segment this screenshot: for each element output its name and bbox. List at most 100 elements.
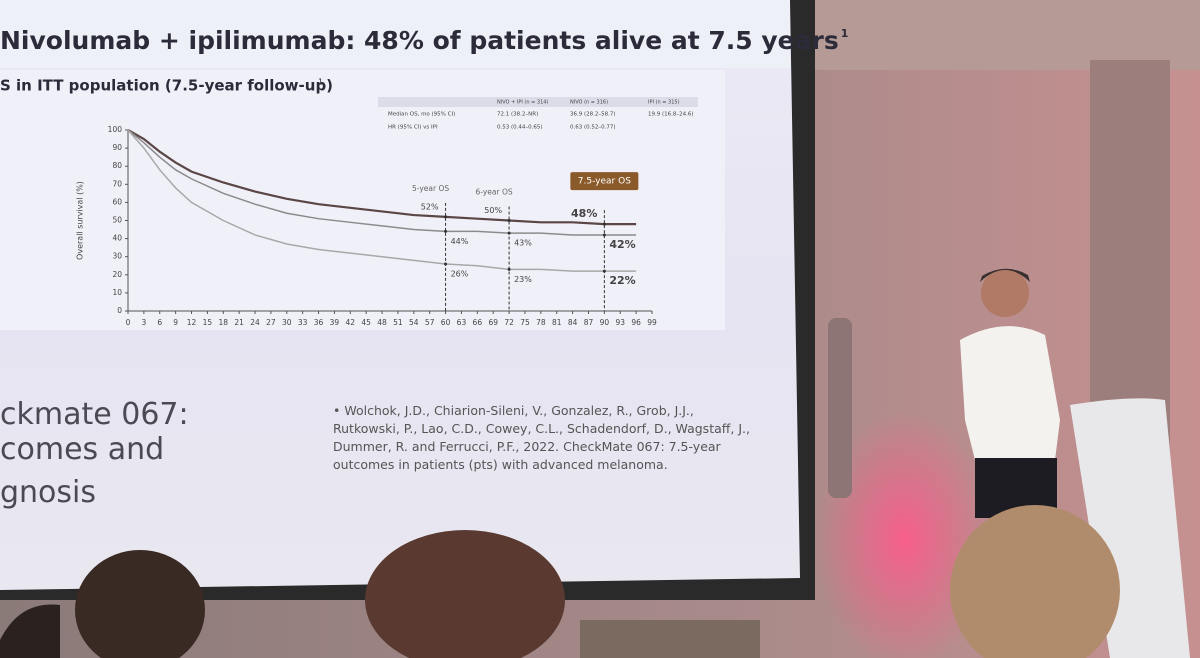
x-tick-label: 3 bbox=[141, 318, 146, 327]
landmark-value: 26% bbox=[451, 269, 469, 278]
table-cell: 0.63 (0.52–0.77) bbox=[570, 125, 616, 131]
slide-title: Nivolumab + ipilimumab: 48% of patients … bbox=[0, 26, 839, 55]
title-sup: 1 bbox=[841, 27, 849, 40]
y-axis-label: Overall survival (%) bbox=[76, 181, 85, 260]
x-tick-label: 63 bbox=[457, 318, 467, 327]
x-tick-label: 12 bbox=[187, 318, 197, 327]
landmark-box bbox=[570, 172, 639, 191]
y-tick-label: 70 bbox=[112, 179, 122, 188]
landmark-value: 44% bbox=[451, 237, 469, 246]
audience-head bbox=[580, 620, 760, 658]
table-cell: 19.9 (16.8–24.6) bbox=[648, 112, 694, 118]
y-tick-label: 90 bbox=[112, 143, 122, 152]
landmark-label: 6-year OS bbox=[476, 188, 513, 197]
landmark-value: 52% bbox=[421, 202, 439, 211]
table-header: IPI (n = 315) bbox=[648, 100, 680, 106]
landmark-value: 50% bbox=[484, 206, 502, 215]
x-tick-label: 30 bbox=[282, 318, 292, 327]
subtitle-sup: 1 bbox=[318, 78, 323, 87]
landmark-label: 5-year OS bbox=[412, 184, 449, 193]
table-cell: 0.53 (0.44–0.65) bbox=[497, 125, 543, 131]
summary-table: NIVO + IPI (n = 314) NIVO (n = 316) IPI (n… bbox=[378, 97, 698, 131]
x-tick-label: 96 bbox=[631, 318, 641, 327]
pink-light bbox=[815, 410, 995, 658]
audience-head bbox=[365, 530, 565, 658]
x-tick-label: 60 bbox=[441, 318, 451, 327]
lamp bbox=[828, 318, 852, 498]
x-tick-label: 78 bbox=[536, 318, 546, 327]
landmark-value: 43% bbox=[514, 239, 532, 248]
table-cell: 36.9 (28.2–58.7) bbox=[570, 112, 616, 118]
x-tick-label: 33 bbox=[298, 318, 308, 327]
audience-head bbox=[950, 505, 1120, 658]
landmark-point bbox=[507, 219, 511, 222]
table-cell: HR (95% CI) vs IPI bbox=[388, 125, 438, 131]
landmark-point bbox=[444, 215, 448, 219]
landmark-label: 7.5-year OS bbox=[578, 177, 631, 187]
x-tick-label: 45 bbox=[361, 318, 371, 327]
y-tick-label: 60 bbox=[112, 197, 122, 206]
table-cell: Median OS, mo (95% CI) bbox=[388, 112, 455, 118]
landmark-point bbox=[602, 222, 606, 226]
x-tick-label: 36 bbox=[314, 318, 324, 327]
subtitle: S in ITT population (7.5-year follow-up) bbox=[0, 77, 333, 95]
x-tick-label: 54 bbox=[409, 318, 419, 327]
ceiling bbox=[770, 0, 1200, 70]
citation-text: Wolchok, J.D., Chiarion-Sileni, V., Gonz… bbox=[333, 403, 750, 472]
left-text: comes and bbox=[0, 432, 165, 467]
table-header-bg bbox=[378, 97, 698, 107]
y-tick-label: 100 bbox=[108, 125, 123, 134]
landmark-value: 23% bbox=[514, 275, 532, 284]
landmark-value: 42% bbox=[609, 238, 635, 251]
landmark-point bbox=[602, 269, 606, 273]
survival-curve bbox=[127, 129, 637, 236]
y-tick-label: 20 bbox=[112, 270, 122, 279]
x-tick-label: 90 bbox=[600, 318, 610, 327]
x-tick-label: 48 bbox=[377, 318, 387, 327]
audience-head bbox=[0, 604, 60, 658]
x-tick-label: 93 bbox=[615, 318, 625, 327]
x-tick-label: 69 bbox=[488, 318, 498, 327]
title-bar bbox=[0, 0, 790, 68]
survival-curve bbox=[127, 129, 637, 272]
x-tick-label: 72 bbox=[504, 318, 514, 327]
landmark-point bbox=[507, 267, 511, 271]
landmark-value: 22% bbox=[609, 274, 635, 287]
y-tick-label: 0 bbox=[117, 306, 122, 315]
y-tick-label: 40 bbox=[112, 234, 122, 243]
y-tick-label: 50 bbox=[112, 216, 122, 225]
x-tick-label: 6 bbox=[157, 318, 162, 327]
landmark-point bbox=[444, 229, 448, 233]
speaker-shirt bbox=[960, 326, 1060, 460]
landmark-point bbox=[507, 231, 511, 235]
x-tick-label: 27 bbox=[266, 318, 276, 327]
x-tick-label: 42 bbox=[346, 318, 356, 327]
y-tick-label: 10 bbox=[112, 288, 122, 297]
table-cell: 72.1 (38.2–NR) bbox=[497, 112, 538, 118]
x-tick-label: 84 bbox=[568, 318, 578, 327]
landmark-value: 48% bbox=[571, 207, 597, 220]
speaker-head bbox=[981, 269, 1029, 317]
y-tick-label: 30 bbox=[112, 252, 122, 261]
y-tick-label: 80 bbox=[112, 161, 122, 170]
x-tick-label: 18 bbox=[218, 318, 228, 327]
x-tick-label: 51 bbox=[393, 318, 403, 327]
x-tick-label: 99 bbox=[647, 318, 657, 327]
x-tick-label: 75 bbox=[520, 318, 530, 327]
x-tick-label: 9 bbox=[173, 318, 178, 327]
x-tick-label: 24 bbox=[250, 318, 260, 327]
left-text: ckmate 067: bbox=[0, 397, 189, 432]
x-tick-label: 21 bbox=[234, 318, 244, 327]
citation: • Wolchok, J.D., Chiarion-Sileni, V., Go… bbox=[333, 403, 750, 472]
x-tick-label: 87 bbox=[584, 318, 594, 327]
landmark-point bbox=[602, 233, 606, 237]
x-tick-label: 66 bbox=[473, 318, 483, 327]
table-header: NIVO (n = 316) bbox=[570, 100, 608, 106]
x-tick-label: 39 bbox=[330, 318, 340, 327]
chart-panel bbox=[0, 70, 725, 330]
x-tick-label: 15 bbox=[203, 318, 213, 327]
speaker-hair bbox=[980, 268, 1030, 282]
